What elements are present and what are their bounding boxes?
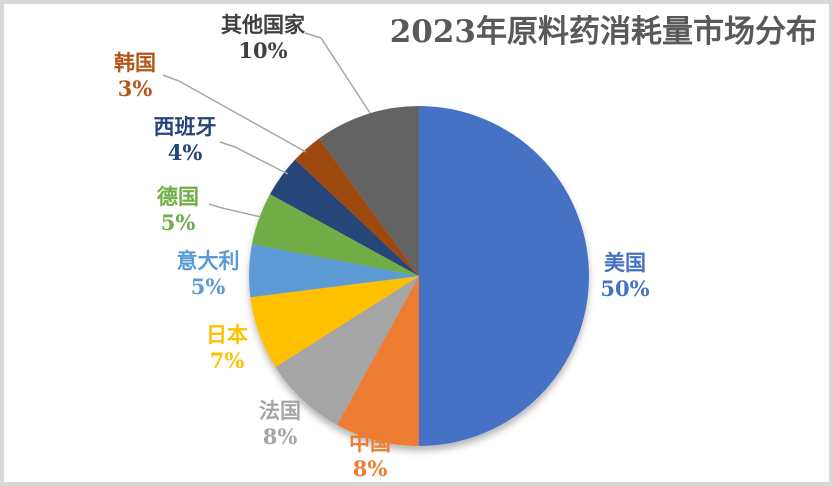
pie-slice-意大利 (248, 244, 419, 298)
leader-line-西班牙 (219, 141, 289, 175)
pie-label-德国: 德国 5% (157, 184, 199, 236)
pie-label-percent: 4% (167, 140, 203, 165)
pie-label-percent: 3% (117, 76, 153, 101)
pie-label-日本: 日本 7% (206, 322, 248, 374)
pie-label-percent: 7% (209, 348, 245, 373)
leader-line-韩国 (162, 74, 307, 153)
pie-label-name: 意大利 (176, 248, 240, 273)
pie-label-中国: 中国 8% (349, 430, 391, 482)
pie-label-percent: 5% (160, 210, 196, 235)
pie-slice-日本 (250, 276, 419, 368)
pie-chart (162, 32, 589, 446)
pie-slice-法国 (275, 276, 419, 425)
pie-slice-韩国 (295, 138, 419, 276)
pie-label-name: 西班牙 (153, 114, 217, 139)
pie-slice-德国 (252, 194, 419, 276)
leader-line-其他国家 (304, 32, 371, 114)
pie-label-name: 韩国 (114, 50, 156, 75)
pie-label-意大利: 意大利 5% (177, 248, 240, 300)
pie-label-percent: 5% (190, 274, 226, 299)
leader-line-德国 (208, 203, 262, 218)
pie-label-其他国家: 其他国家 10% (221, 12, 305, 64)
pie-slices-group (248, 106, 589, 446)
pie-label-name: 美国 (604, 250, 646, 275)
pie-label-西班牙: 西班牙 4% (154, 114, 217, 166)
pie-label-name: 中国 (349, 430, 391, 455)
pie-label-美国: 美国 50% (600, 250, 649, 302)
pie-label-name: 日本 (206, 322, 248, 347)
pie-label-percent: 8% (262, 424, 298, 449)
pie-slice-西班牙 (270, 159, 419, 276)
pie-label-法国: 法国 8% (259, 398, 301, 450)
pie-label-name: 其他国家 (221, 12, 305, 37)
pie-label-name: 法国 (259, 398, 301, 423)
chart-title: 2023年原料药消耗量市场分布 (389, 14, 817, 50)
pie-label-name: 德国 (157, 184, 199, 209)
pie-slice-美国 (419, 106, 589, 446)
pie-label-percent: 50% (600, 276, 650, 301)
pie-label-percent: 8% (352, 456, 388, 481)
pie-slice-其他国家 (319, 106, 419, 276)
pie-label-percent: 10% (238, 38, 288, 63)
pie-slice-中国 (337, 276, 419, 446)
pie-label-韩国: 韩国 3% (114, 50, 156, 102)
